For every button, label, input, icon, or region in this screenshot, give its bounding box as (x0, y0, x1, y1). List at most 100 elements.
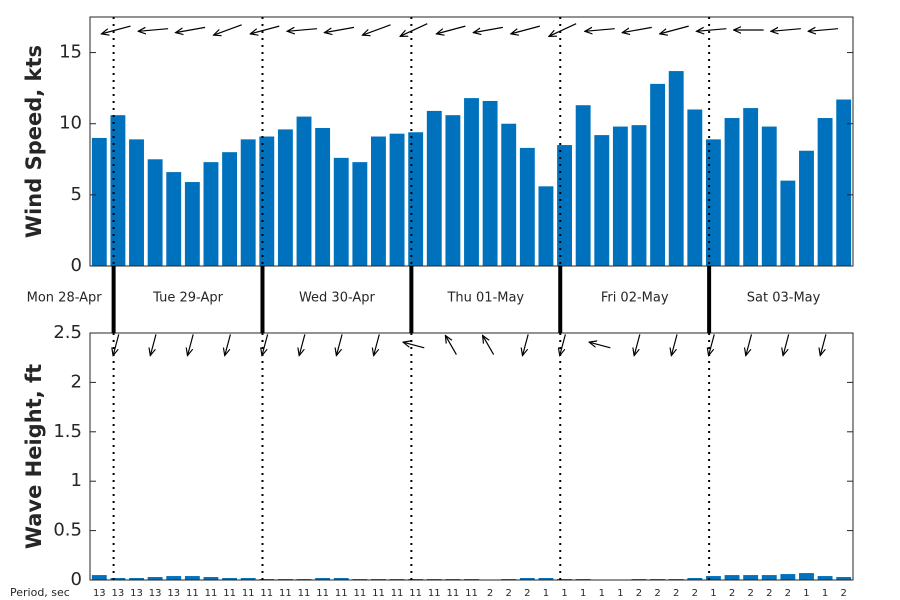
bar (501, 123, 517, 266)
bar (91, 137, 107, 266)
bar (315, 127, 331, 267)
bar (743, 108, 759, 266)
period-value: 11 (335, 588, 348, 599)
direction-arrow (709, 334, 715, 355)
period-value: 11 (372, 588, 385, 599)
bar (687, 109, 703, 266)
period-value: 1 (803, 588, 809, 599)
bar (277, 129, 293, 266)
y-tick-label: 15 (59, 42, 82, 63)
period-value: 11 (447, 588, 460, 599)
direction-arrow (262, 334, 269, 355)
bar (836, 99, 852, 266)
period-value: 1 (822, 588, 828, 599)
bar (166, 576, 182, 580)
bar (668, 71, 684, 266)
bar (612, 126, 628, 266)
bar (389, 133, 405, 266)
period-value: 11 (465, 588, 478, 599)
plot-frame (89, 332, 854, 581)
period-value: 2 (506, 588, 512, 599)
day-label: Sat 03-May (747, 291, 821, 306)
period-value: 11 (316, 588, 329, 599)
direction-arrow (176, 26, 206, 32)
bar (631, 125, 647, 266)
period-value: 1 (561, 588, 567, 599)
bar (259, 136, 275, 266)
direction-arrow (746, 334, 753, 355)
y-tick-label: 0 (71, 569, 82, 590)
period-value: 11 (186, 588, 199, 599)
period-value: 2 (673, 588, 679, 599)
direction-arrow (696, 29, 727, 32)
bar (333, 578, 349, 580)
y-tick-label: 2 (71, 371, 82, 392)
bar (538, 186, 554, 266)
direction-arrow (622, 26, 652, 32)
period-value: 2 (487, 588, 493, 599)
period-value: 1 (580, 588, 586, 599)
bar (184, 576, 200, 580)
direction-arrow (511, 25, 540, 34)
bar (557, 145, 572, 266)
day-label: Thu 01-May (446, 291, 524, 306)
direction-arrow (820, 334, 827, 355)
bar (315, 578, 331, 580)
direction-arrow (549, 23, 577, 37)
bar (333, 157, 349, 266)
direction-arrow (250, 25, 280, 34)
period-value: 11 (391, 588, 404, 599)
bar (761, 575, 777, 580)
period-value: 13 (93, 588, 106, 599)
period-value: 2 (636, 588, 642, 599)
direction-arrow (225, 334, 231, 355)
period-value: 1 (599, 588, 605, 599)
direction-arrow (634, 334, 641, 355)
period-value: 11 (298, 588, 311, 599)
period-value: 2 (841, 588, 847, 599)
bar (724, 575, 740, 580)
period-value: 11 (205, 588, 218, 599)
bar (91, 575, 107, 580)
period-value: 2 (766, 588, 772, 599)
direction-arrow (522, 334, 529, 355)
bar (129, 139, 144, 266)
y-tick-label: 1 (71, 470, 82, 491)
bar (203, 577, 219, 580)
direction-arrow (138, 29, 169, 32)
period-value: 2 (785, 588, 791, 599)
bar (519, 147, 535, 266)
direction-arrow (150, 334, 157, 355)
y-tick-label: 0.5 (53, 520, 82, 541)
y-tick-label: 1.5 (53, 421, 82, 442)
bar (817, 576, 833, 580)
direction-arrow (445, 335, 457, 355)
period-value: 11 (428, 588, 441, 599)
period-label: Period, sec (10, 586, 70, 599)
period-value: 11 (353, 588, 366, 599)
bar (799, 573, 814, 580)
bar (352, 162, 368, 266)
bar (147, 159, 163, 266)
bar (761, 126, 777, 266)
y-tick-label: 10 (59, 113, 82, 134)
bar (836, 577, 852, 580)
period-value: 2 (729, 588, 735, 599)
direction-arrow (113, 334, 120, 355)
period-value: 2 (654, 588, 660, 599)
direction-arrow (188, 334, 194, 355)
bar (222, 578, 238, 580)
period-value: 11 (409, 588, 422, 599)
direction-arrow (671, 334, 678, 355)
direction-arrow (436, 25, 466, 34)
period-value: 2 (524, 588, 530, 599)
day-label: Mon 28-Apr (27, 291, 103, 306)
period-value: 11 (242, 588, 255, 599)
plot-frame (89, 16, 854, 267)
bar (445, 115, 461, 266)
direction-arrow (473, 26, 503, 32)
direction-arrow (771, 29, 801, 32)
period-value: 11 (260, 588, 273, 599)
y-tick-label: 2.5 (53, 322, 82, 343)
